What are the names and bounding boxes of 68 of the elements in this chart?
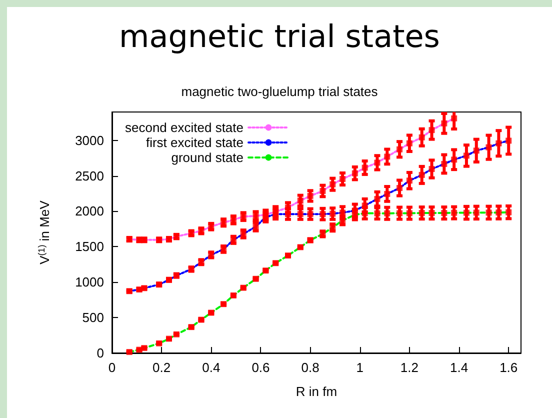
point [451, 210, 458, 216]
point [406, 210, 412, 216]
point [384, 190, 390, 197]
x-tick-label: 0.2 [152, 360, 171, 375]
point [362, 164, 368, 171]
point [406, 140, 412, 146]
point [307, 211, 314, 218]
x-tick-label: 1.6 [500, 360, 518, 375]
point [463, 152, 470, 159]
legend-label: second excited state [124, 120, 244, 135]
point [384, 154, 390, 160]
point [428, 127, 435, 134]
y-tick-label: 2500 [75, 168, 104, 184]
point [506, 209, 512, 216]
y-tick-label: 0 [96, 346, 104, 360]
x-tick-label: 0.8 [301, 360, 320, 375]
point [441, 160, 448, 167]
point [297, 211, 304, 218]
point [307, 192, 314, 199]
point [320, 188, 326, 194]
point [384, 210, 390, 216]
y-tick-label: 2000 [75, 204, 104, 219]
point [297, 198, 304, 204]
legend-label: first excited state [146, 135, 244, 150]
point [330, 210, 336, 217]
chart-title: magnetic trial states [118, 19, 441, 55]
y-axis-title: V(1) in MeV [36, 200, 52, 264]
point [463, 210, 470, 216]
x-tick-label: 1.4 [450, 360, 468, 375]
point [374, 160, 380, 166]
x-tick-label: 1 [356, 360, 364, 375]
point [506, 138, 512, 144]
point [330, 181, 336, 188]
point [352, 170, 358, 176]
point [441, 120, 448, 126]
point [396, 184, 403, 191]
point [396, 146, 403, 152]
x-tick-label: 1.2 [400, 360, 418, 375]
point [451, 115, 458, 122]
point [441, 210, 448, 216]
legend-label: ground state [171, 150, 244, 165]
point [418, 134, 425, 140]
x-tick-label: 0.6 [252, 360, 270, 375]
y-tick-label: 500 [82, 310, 104, 326]
point [486, 144, 492, 150]
x-tick-label: 0.4 [202, 360, 220, 375]
point [473, 148, 480, 154]
point [428, 166, 435, 172]
point [428, 210, 435, 216]
point [496, 140, 502, 146]
point [496, 210, 502, 216]
y-tick-label: 3000 [75, 132, 104, 148]
point [473, 210, 480, 216]
y-tick-label: 1000 [75, 274, 104, 290]
point [418, 172, 425, 178]
point [418, 210, 425, 216]
x-tick-label: 0 [108, 360, 116, 375]
point [406, 178, 412, 184]
y-tick-label: 1500 [75, 239, 104, 254]
point [320, 211, 326, 218]
point [486, 210, 492, 216]
x-axis-title: R in fm [296, 384, 338, 399]
point [374, 196, 380, 202]
chart-subtitle: magnetic two-gluelump trial states [181, 84, 378, 99]
point [451, 156, 458, 163]
point [374, 210, 380, 216]
point [340, 176, 346, 182]
point [396, 210, 403, 216]
